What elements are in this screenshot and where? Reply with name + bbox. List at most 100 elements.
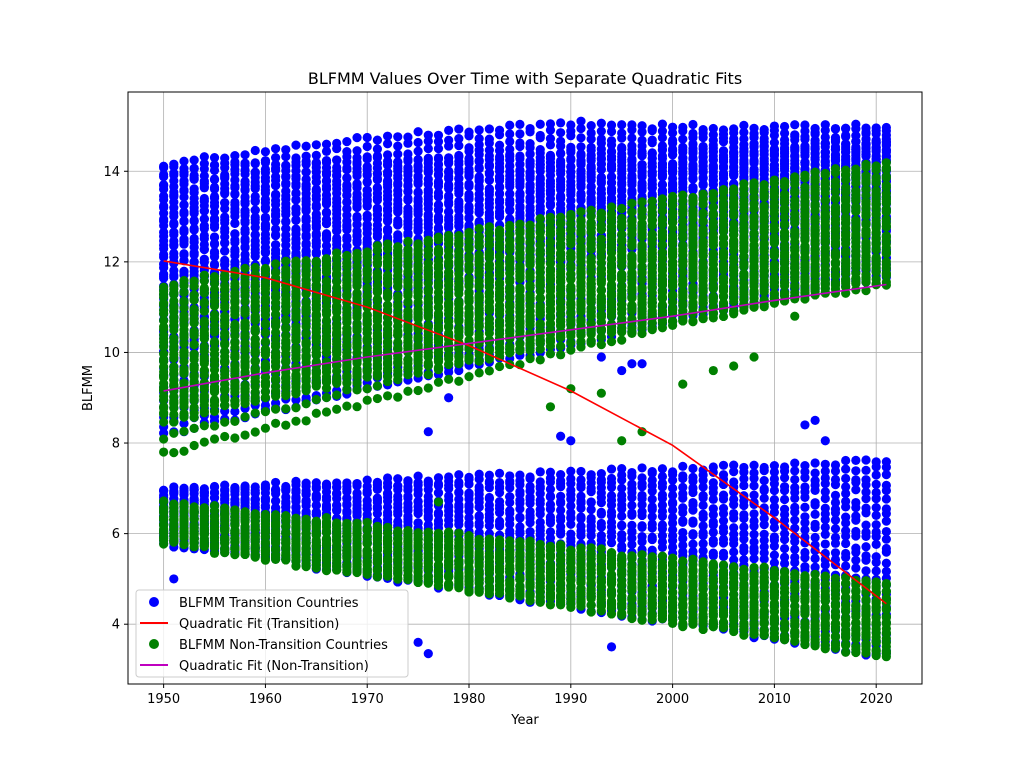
transition-point: [454, 152, 463, 161]
transition-point: [525, 203, 534, 212]
transition-point: [658, 141, 667, 150]
transition-point: [495, 497, 504, 506]
transition-point: [688, 120, 697, 129]
transition-point: [515, 129, 524, 138]
transition-point: [678, 528, 687, 537]
transition-point: [342, 137, 351, 146]
transition-point: [291, 243, 300, 252]
transition-point: [587, 514, 596, 523]
transition-point: [342, 147, 351, 156]
transition-point: [383, 132, 392, 141]
transition-point: [383, 160, 392, 169]
transition-point: [281, 482, 290, 491]
transition-point: [251, 168, 260, 177]
transition-point: [322, 194, 331, 203]
transition-point: [464, 473, 473, 482]
transition-point: [383, 191, 392, 200]
transition-point: [291, 224, 300, 233]
transition-point: [515, 189, 524, 198]
transition-point: [546, 179, 555, 188]
transition-point: [403, 196, 412, 205]
transition-point: [485, 124, 494, 133]
transition-point: [200, 152, 209, 161]
transition-point: [210, 194, 219, 203]
transition-point: [658, 119, 667, 128]
transition-point: [342, 163, 351, 172]
transition-point: [678, 483, 687, 492]
transition-point: [597, 508, 606, 517]
transition-point: [159, 214, 168, 223]
transition-point: [536, 192, 545, 201]
transition-point: [261, 156, 270, 165]
transition-point: [627, 120, 636, 129]
transition-point: [312, 239, 321, 248]
transition-point: [179, 157, 188, 166]
transition-point: [220, 153, 229, 162]
transition-point: [454, 134, 463, 143]
transition-point: [495, 164, 504, 173]
transition-point: [403, 223, 412, 232]
transition-point: [230, 207, 239, 216]
transition-point: [169, 212, 178, 221]
transition-point: [251, 482, 260, 491]
transition-point: [190, 188, 199, 197]
transition-point: [780, 553, 789, 562]
transition-point: [729, 477, 738, 486]
transition-point: [454, 214, 463, 223]
transition-point: [617, 120, 626, 129]
transition-point: [190, 483, 199, 492]
transition-point: [719, 504, 728, 513]
transition-point: [220, 246, 229, 255]
transition-point: [729, 509, 738, 518]
transition-point: [576, 512, 585, 521]
transition-point: [179, 185, 188, 194]
transition-point: [179, 484, 188, 493]
transition-point: [434, 473, 443, 482]
transition-point: [760, 463, 769, 472]
transition-point: [424, 155, 433, 164]
transition-point: [770, 551, 779, 560]
transition-point: [261, 248, 270, 257]
transition-point: [627, 468, 636, 477]
transition-point: [525, 211, 534, 220]
transition-point: [607, 464, 616, 473]
transition-point: [240, 216, 249, 225]
transition-point: [169, 160, 178, 169]
transition-point: [464, 190, 473, 199]
transition-point: [220, 227, 229, 236]
transition-point: [220, 163, 229, 172]
transition-point: [159, 253, 168, 262]
transition-point: [464, 128, 473, 137]
transition-point: [566, 120, 575, 129]
transition-point: [536, 477, 545, 486]
transition-point: [230, 257, 239, 266]
transition-point: [770, 161, 779, 170]
transition-point: [546, 527, 555, 536]
transition-point: [475, 194, 484, 203]
transition-point: [363, 133, 372, 142]
transition-point: [495, 182, 504, 191]
transition-point: [668, 484, 677, 493]
transition-point: [719, 470, 728, 479]
transition-point: [617, 143, 626, 152]
transition-point: [363, 186, 372, 195]
transition-point: [393, 190, 402, 199]
transition-point: [424, 131, 433, 140]
transition-point: [383, 473, 392, 482]
transition-point: [525, 167, 534, 176]
transition-point: [240, 180, 249, 189]
transition-point: [373, 183, 382, 192]
transition-point: [485, 199, 494, 208]
transition-point: [627, 521, 636, 530]
transition-point: [475, 156, 484, 165]
transition-point: [749, 124, 758, 133]
transition-point: [688, 129, 697, 138]
transition-point: [739, 157, 748, 166]
transition-point: [566, 529, 575, 538]
transition-point: [617, 186, 626, 195]
transition-point: [688, 183, 697, 192]
transition-point: [200, 244, 209, 253]
transition-point: [291, 153, 300, 162]
transition-point: [444, 136, 453, 145]
transition-point: [515, 120, 524, 129]
